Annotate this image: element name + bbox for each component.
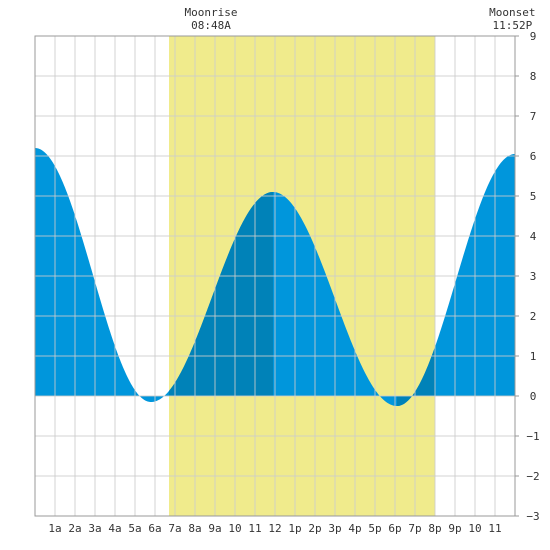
x-tick-label: 8a (188, 522, 201, 535)
y-tick-label: 4 (530, 230, 537, 243)
y-tick-label: −2 (526, 470, 539, 483)
x-tick-label: 11 (248, 522, 261, 535)
y-tick-label: 5 (530, 190, 537, 203)
y-tick-label: 9 (530, 30, 537, 43)
x-tick-label: 5a (128, 522, 141, 535)
x-tick-label: 3a (88, 522, 101, 535)
x-tick-label: 3p (328, 522, 341, 535)
x-axis-ticks: 1a 2a 3a 4a 5a 6a 7a 8a 9a 10 11 12 1p 2p 3p 4p 5p 6p 7p 8p… (48, 522, 501, 535)
y-tick-label: 7 (530, 110, 537, 123)
x-tick-label: 9p (448, 522, 461, 535)
y-axis-ticks: −3 −2 −1 0 1 2 3 4 5 6 7 8 9 (515, 30, 540, 523)
moon-event-label: Moonset (489, 6, 535, 19)
x-tick-label: 11 (488, 522, 501, 535)
x-tick-label: 8p (428, 522, 441, 535)
x-tick-label: 12 (268, 522, 281, 535)
x-tick-label: 7a (168, 522, 181, 535)
x-tick-label: 4p (348, 522, 361, 535)
x-tick-label: 10 (468, 522, 481, 535)
x-tick-label: 1a (48, 522, 61, 535)
y-tick-label: −1 (526, 430, 539, 443)
x-tick-label: 5p (368, 522, 381, 535)
x-tick-label: 4a (108, 522, 121, 535)
y-tick-label: 3 (530, 270, 537, 283)
y-tick-label: −3 (526, 510, 539, 523)
y-tick-label: 1 (530, 350, 537, 363)
y-tick-label: 2 (530, 310, 537, 323)
grid-layer (35, 36, 515, 516)
rising-tide-area (397, 346, 435, 406)
x-tick-label: 1p (288, 522, 301, 535)
x-tick-label: 10 (228, 522, 241, 535)
x-tick-label: 7p (408, 522, 421, 535)
x-tick-label: 2a (68, 522, 81, 535)
moon-event-time: 11:52P (492, 19, 532, 32)
x-tick-label: 6p (388, 522, 401, 535)
y-tick-label: 0 (530, 390, 537, 403)
x-tick-label: 9a (208, 522, 221, 535)
y-tick-label: 8 (530, 70, 537, 83)
y-tick-label: 6 (530, 150, 537, 163)
x-tick-label: 2p (308, 522, 321, 535)
moon-event-label: Moonrise (185, 6, 238, 19)
x-tick-label: 6a (148, 522, 161, 535)
moon-event-time: 08:48A (191, 19, 231, 32)
